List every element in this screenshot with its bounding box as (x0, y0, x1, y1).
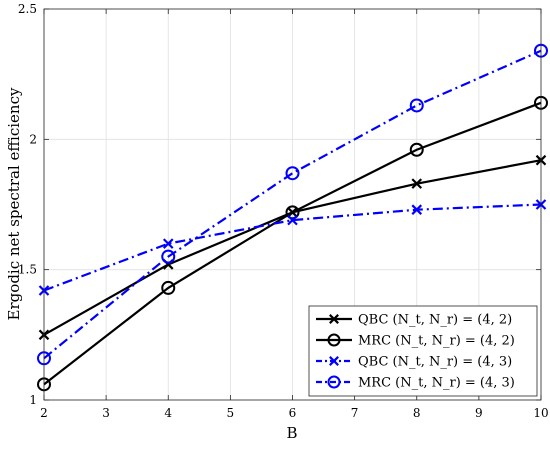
legend-entry: MRC (N_t, N_r) = (4, 3) (316, 375, 515, 391)
tick-marks (43, 8, 542, 401)
y-tick-labels: 1 1.5 2 2.5 (18, 2, 37, 407)
series-layer (37, 43, 548, 392)
data-point-circle (161, 280, 176, 295)
data-point-circle (161, 249, 176, 264)
x-tick-label: 9 (475, 406, 483, 420)
y-tick-label: 2 (29, 132, 37, 146)
data-point-cross (329, 356, 339, 366)
x-tick-label: 10 (533, 406, 548, 420)
series-line (43, 203, 542, 292)
legend-label: QBC (N_t, N_r) = (4, 3) (358, 355, 512, 370)
data-point-cross (329, 314, 339, 324)
data-point-circle (327, 333, 341, 347)
data-point-circle (409, 98, 424, 113)
legend-label: MRC (N_t, N_r) = (4, 2) (358, 334, 515, 349)
x-tick-label: 7 (351, 406, 359, 420)
y-tick-label: 1.5 (18, 263, 37, 277)
x-tick-label: 8 (413, 406, 421, 420)
data-point-cross (162, 238, 174, 249)
data-point-circle (327, 375, 341, 389)
legend-entry: QBC (N_t, N_r) = (4, 2) (316, 313, 512, 328)
y-axis-label: Ergodic net spectral efficiency (5, 87, 23, 320)
legend-entry: MRC (N_t, N_r) = (4, 2) (316, 333, 515, 349)
legend-entry: QBC (N_t, N_r) = (4, 3) (316, 355, 512, 370)
data-point-circle (285, 166, 300, 181)
x-tick-labels: 2 3 4 5 6 7 8 9 10 (40, 406, 548, 420)
data-point-circle (409, 142, 424, 157)
data-point-cross (411, 178, 423, 189)
series-line (43, 49, 542, 360)
x-tick-label: 2 (40, 406, 48, 420)
x-tick-label: 3 (102, 406, 110, 420)
legend: QBC (N_t, N_r) = (4, 2) MRC (N_t, N_r) = … (308, 305, 538, 397)
x-tick-label: 5 (227, 406, 235, 420)
y-tick-label: 1 (29, 393, 37, 407)
data-point-cross (411, 204, 423, 215)
series-line (43, 101, 542, 386)
x-tick-label: 6 (289, 406, 297, 420)
x-tick-label: 4 (164, 406, 172, 420)
legend-label: MRC (N_t, N_r) = (4, 3) (358, 376, 515, 391)
x-axis-label: B (286, 424, 297, 442)
data-point-cross (287, 214, 298, 226)
legend-label: QBC (N_t, N_r) = (4, 2) (358, 313, 512, 328)
y-tick-label: 2.5 (18, 2, 37, 16)
data-point-circle (285, 205, 300, 220)
